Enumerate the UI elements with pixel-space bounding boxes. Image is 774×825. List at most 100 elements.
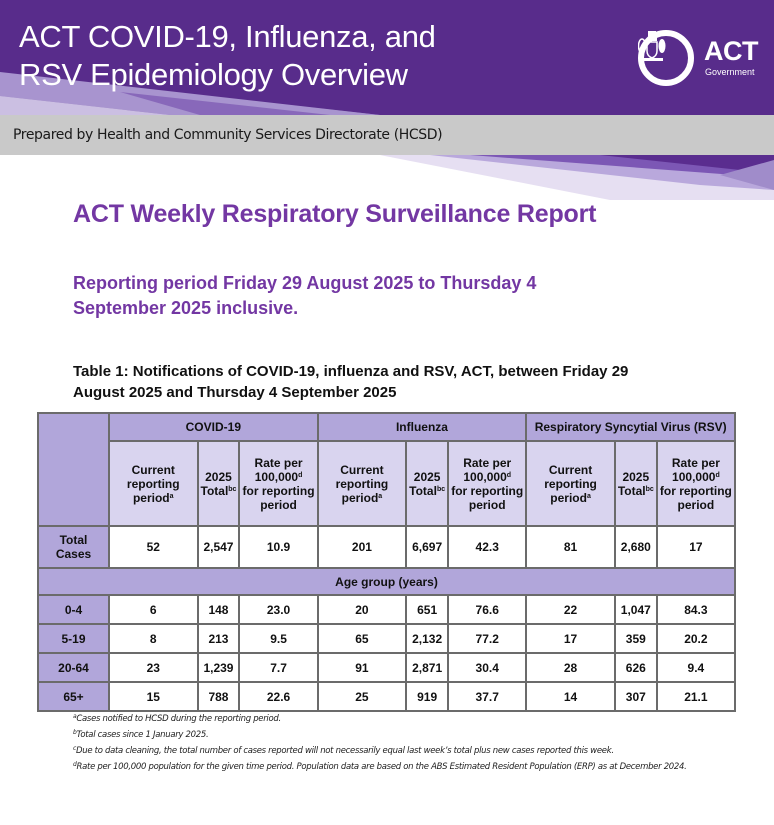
group-header-rsv: Respiratory Syncytial Virus (RSV) [525, 412, 736, 442]
header-banner: ACT COVID-19, Influenza, and RSV Epidemi… [0, 0, 774, 200]
table-cell: 8 [108, 623, 199, 654]
table-cell: 15 [108, 681, 199, 712]
footnote-mark: d [298, 471, 303, 479]
table-cell: 76.6 [447, 594, 528, 625]
title-line-1: ACT COVID-19, Influenza, and [19, 19, 436, 54]
subheader-rate: Rate per 100,000d for reporting period [655, 440, 737, 527]
table-cell: 17 [655, 525, 737, 569]
table-cell: 28 [525, 652, 616, 683]
table-cell: 6 [108, 594, 199, 625]
subheader-text: 100,000 [463, 469, 507, 484]
footnote-mark: d [506, 471, 512, 479]
footnote-mark: b [73, 729, 77, 736]
table-cell: 2,547 [196, 525, 241, 569]
subheader-text: Total [409, 483, 437, 498]
table-cell: 9.5 [238, 623, 319, 654]
table-cell: 626 [613, 652, 658, 683]
table-cell: 359 [613, 623, 658, 654]
table-cell: 65 [316, 623, 408, 654]
subheader-current: Current reporting perioda [525, 440, 616, 527]
footnote-text: Total cases since 1 January 2025. [76, 730, 209, 740]
table-cell: 52 [108, 525, 199, 569]
table-cell: 148 [196, 594, 241, 625]
subheader-rate: Rate per 100,000d for reporting period [447, 440, 528, 527]
footnotes: aCases notified to HCSD during the repor… [73, 714, 713, 778]
subheader-text: Current reporting period [544, 462, 597, 505]
table-cell: 788 [196, 681, 241, 712]
subheader-current: Current reporting perioda [316, 440, 408, 527]
subheader-current: Current reporting perioda [108, 440, 199, 527]
subheader-text: 2025 [413, 469, 441, 484]
table-row: 0-4 6 148 23.0 20 651 76.6 22 1,047 84.3 [37, 594, 737, 625]
act-government-logo: ACT Government [638, 30, 768, 86]
footnote-mark: bc [645, 485, 654, 493]
subheader-text: Rate per [463, 455, 512, 470]
table-caption: Table 1: Notifications of COVID-19, infl… [73, 363, 629, 401]
table-group-header-row: COVID-19 Influenza Respiratory Syncytial… [37, 412, 736, 527]
table-subheader-row: Current reporting perioda 2025 Totalbc Ra… [38, 440, 737, 527]
footnote-mark: a [378, 492, 383, 500]
title-line-2: RSV Epidemiology Overview [19, 57, 408, 92]
table-cell: 1,239 [196, 652, 241, 683]
age-group-label: Age group (years) [37, 567, 736, 596]
total-cases-row: Total Cases 52 2,547 10.9 201 6,697 42.3… [37, 525, 737, 569]
footnote-mark: bc [228, 485, 237, 493]
table-cell: 14 [525, 681, 616, 712]
table-row: 20-64 23 1,239 7.7 91 2,871 30.4 28 626 … [37, 652, 737, 683]
table-cell: 2,871 [405, 652, 450, 683]
footnote-mark: a [73, 713, 77, 720]
footnote-text: Due to data cleaning, the total number o… [76, 746, 614, 756]
table-cell: 307 [613, 681, 658, 712]
subheader-total: 2025 Totalbc [196, 440, 241, 527]
table-cell: 30.4 [447, 652, 528, 683]
table-cell: 37.7 [447, 681, 528, 712]
subheader-text: Current reporting period [126, 462, 180, 505]
subheader-text: 100,000 [672, 469, 716, 484]
subheader-text: Total [617, 483, 646, 498]
row-label: 5-19 [37, 623, 110, 654]
subheader-text: for reporting period [451, 483, 524, 512]
footnote: cDue to data cleaning, the total number … [73, 746, 713, 757]
footnote-mark: d [715, 471, 720, 479]
table-cell: 42.3 [447, 525, 528, 569]
footnote-mark: a [586, 492, 591, 500]
table-cell: 651 [405, 594, 450, 625]
logo-government-text: Government [705, 67, 755, 77]
group-header-influenza: Influenza [316, 412, 528, 442]
subheader-text: 2025 [622, 469, 650, 484]
reporting-period: Reporting period Friday 29 August 2025 t… [73, 273, 537, 318]
subheader-text: Rate per [671, 455, 720, 470]
subheader-text: 100,000 [254, 469, 299, 484]
table-cell: 213 [196, 623, 241, 654]
subheader-rate: Rate per 100,000d for reporting period [238, 440, 319, 527]
footnote-mark: d [73, 761, 77, 768]
table-cell: 17 [525, 623, 616, 654]
subheader-text: for reporting period [659, 483, 732, 512]
footnote-mark: c [73, 745, 76, 752]
corner-cell [37, 412, 110, 527]
footnote-text: Cases notified to HCSD during the report… [76, 714, 281, 724]
prepared-by-bar: Prepared by Health and Community Service… [0, 115, 774, 155]
table-cell: 22.6 [238, 681, 319, 712]
group-header-covid: COVID-19 [108, 412, 319, 442]
table-row: 5-19 8 213 9.5 65 2,132 77.2 17 359 20.2 [37, 623, 737, 654]
table-cell: 10.9 [238, 525, 319, 569]
footnote-mark: a [169, 492, 174, 500]
table-cell: 20 [316, 594, 408, 625]
subheader-text: Rate per [254, 455, 303, 470]
row-label: 0-4 [37, 594, 110, 625]
table-cell: 919 [405, 681, 450, 712]
table-cell: 201 [316, 525, 408, 569]
table-cell: 81 [525, 525, 616, 569]
notifications-table: COVID-19 Influenza Respiratory Syncytial… [37, 412, 737, 712]
table-cell: 77.2 [447, 623, 528, 654]
table-row: 65+ 15 788 22.6 25 919 37.7 14 307 21.1 [37, 681, 737, 712]
prepared-by-text: Prepared by Health and Community Service… [13, 127, 443, 143]
age-group-header-row: Age group (years) [37, 567, 736, 596]
act-coat-of-arms-icon [638, 31, 666, 61]
document-title: ACT COVID-19, Influenza, and RSV Epidemi… [19, 18, 436, 94]
table-cell: 84.3 [655, 594, 737, 625]
logo-act-text: ACT [704, 36, 759, 66]
table-cell: 25 [316, 681, 408, 712]
subheader-text: 2025 [205, 469, 232, 484]
